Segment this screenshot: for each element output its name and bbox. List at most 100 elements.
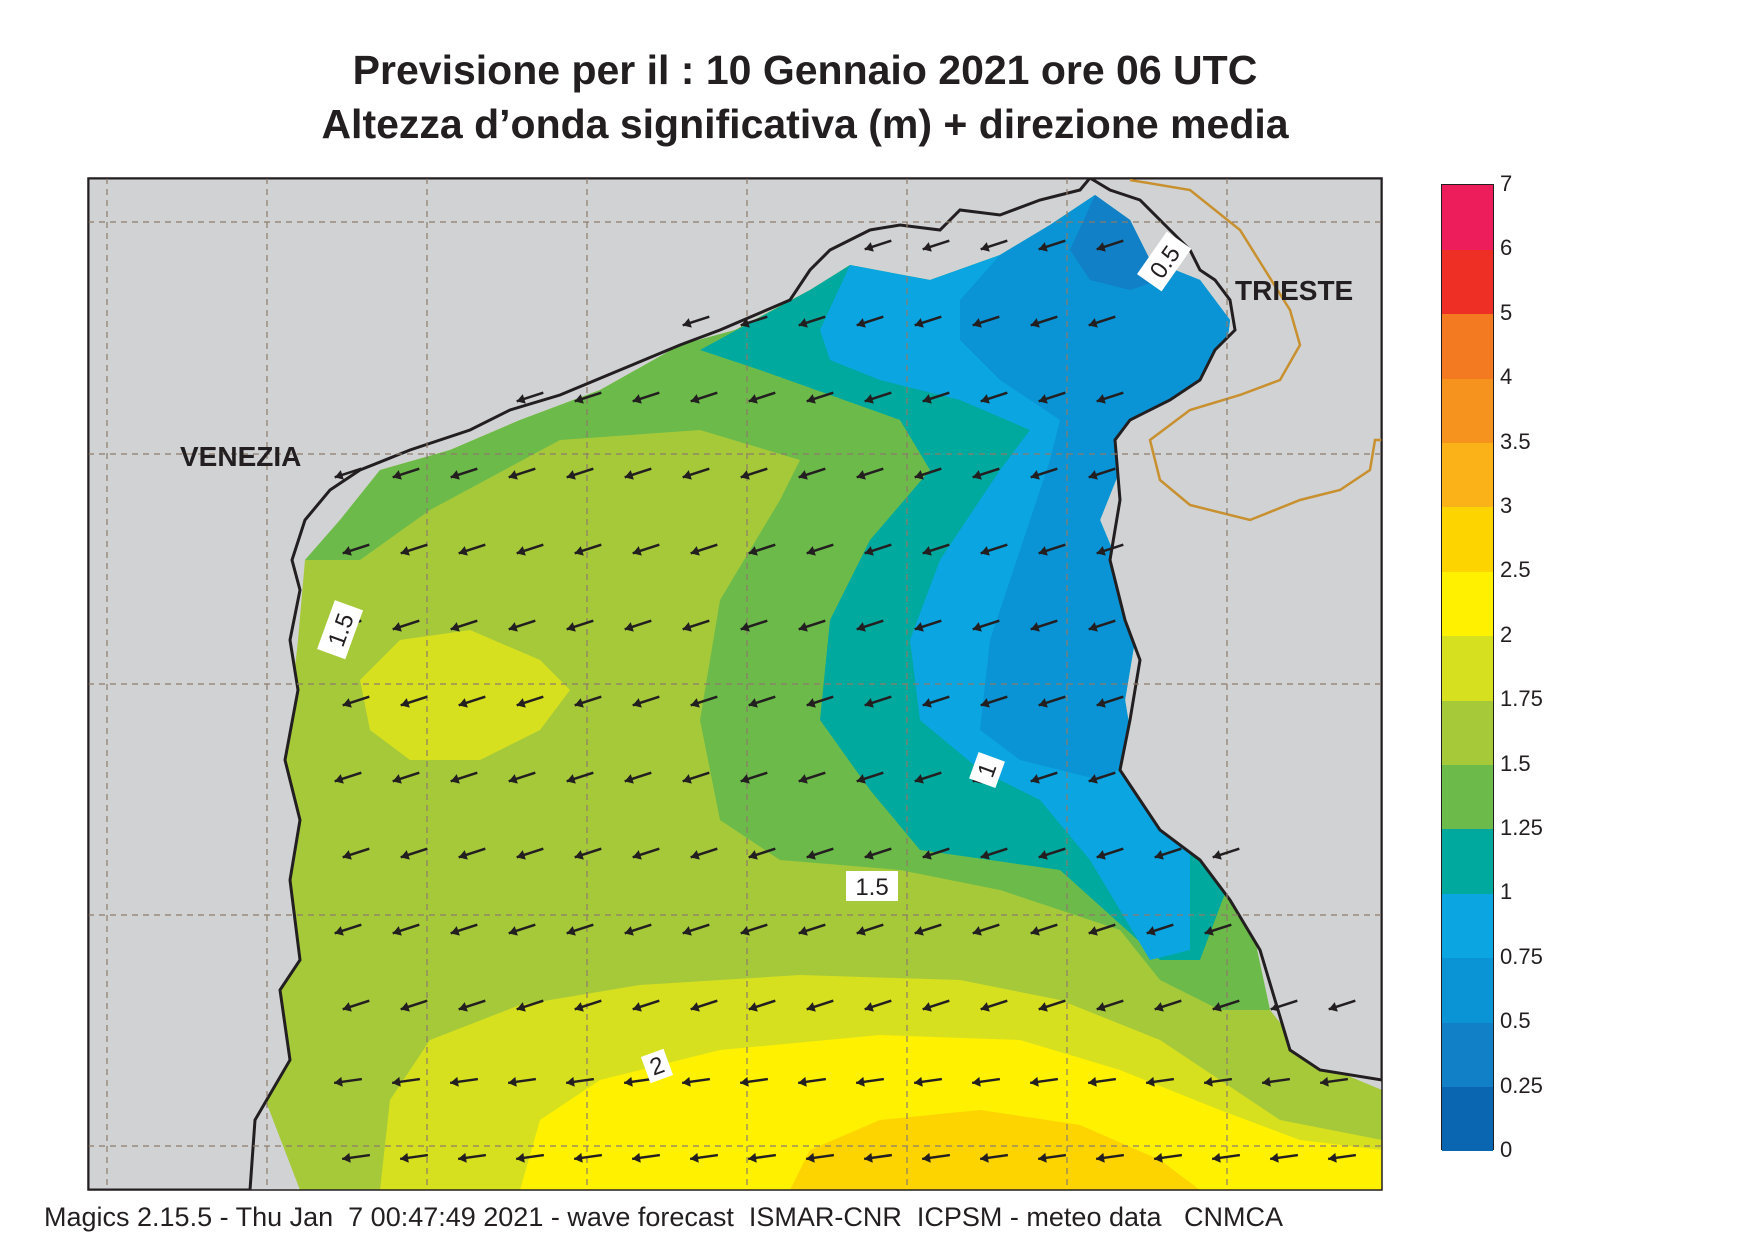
direction-arrow [1204, 923, 1232, 936]
direction-arrow [400, 999, 428, 1012]
title-line-2: Altezza d’onda significativa (m) + direz… [321, 101, 1289, 147]
direction-arrow [980, 391, 1008, 404]
direction-arrow [798, 619, 826, 632]
legend-tick-label: 7 [1500, 171, 1513, 196]
direction-arrow [391, 1076, 421, 1087]
direction-arrow [458, 847, 486, 860]
direction-arrow [913, 1076, 943, 1087]
direction-arrow [566, 467, 594, 480]
direction-arrow [574, 847, 602, 860]
direction-arrow [458, 543, 486, 556]
legend-swatch [1442, 249, 1493, 315]
direction-arrow [980, 543, 1008, 556]
legend-tick-label: 3.5 [1500, 428, 1531, 454]
legend-swatch [1442, 700, 1493, 766]
direction-arrow [508, 771, 536, 784]
direction-arrow [972, 315, 1000, 328]
direction-arrow [333, 1076, 363, 1087]
direction-arrow [806, 847, 834, 860]
direction-arrow [450, 771, 478, 784]
direction-arrow [748, 543, 776, 556]
map-frame [87, 177, 1383, 1191]
direction-arrow [1030, 315, 1058, 328]
direction-arrow [1095, 1152, 1125, 1163]
graticule [88, 178, 1382, 1190]
direction-arrow [1261, 1076, 1291, 1087]
direction-arrow [632, 999, 660, 1012]
direction-arrow [574, 695, 602, 708]
legend-swatch [1442, 1086, 1493, 1152]
legend-swatch [1442, 829, 1493, 894]
country-border [1129, 178, 1382, 522]
direction-arrow [334, 467, 362, 480]
direction-arrow [748, 847, 776, 860]
legend-tick-label: 0.5 [1500, 1008, 1531, 1034]
direction-arrow [797, 1076, 827, 1087]
direction-arrow [1030, 923, 1058, 936]
direction-arrow [972, 619, 1000, 632]
legend-tick-label: 1.75 [1500, 686, 1543, 712]
direction-arrow [516, 847, 544, 860]
direction-arrow [689, 1152, 719, 1163]
legend-swatch [1442, 893, 1493, 959]
direction-arrow [1029, 1076, 1059, 1087]
direction-arrow [922, 999, 950, 1012]
direction-arrow [400, 543, 428, 556]
direction-arrow [864, 239, 892, 252]
color-legend [1441, 184, 1494, 1152]
direction-arrow [914, 923, 942, 936]
direction-arrow [342, 695, 370, 708]
direction-arrow [342, 543, 370, 556]
direction-arrow [566, 771, 594, 784]
direction-arrow [623, 1076, 653, 1087]
direction-arrow [682, 771, 710, 784]
direction-arrow [624, 771, 652, 784]
direction-arrow [1154, 847, 1182, 860]
direction-arrow [1096, 391, 1124, 404]
band-2-00 [520, 1035, 1382, 1190]
direction-arrow [980, 695, 1008, 708]
legend-tick-label: 0 [1500, 1137, 1513, 1162]
direction-arrow [392, 467, 420, 480]
direction-arrow [979, 1152, 1009, 1163]
direction-arrow [516, 999, 544, 1012]
legend-tick-label: 6 [1500, 235, 1513, 261]
direction-arrow [806, 391, 834, 404]
direction-arrow [748, 999, 776, 1012]
direction-arrow [508, 923, 536, 936]
direction-arrow [1212, 999, 1240, 1012]
direction-arrow [1038, 391, 1066, 404]
direction-arrow [747, 1152, 777, 1163]
land-west [88, 178, 1092, 1190]
direction-arrow [1211, 1152, 1241, 1163]
direction-arrow [458, 999, 486, 1012]
direction-arrow [1038, 847, 1066, 860]
direction-arrow [516, 695, 544, 708]
direction-arrow [1088, 467, 1116, 480]
direction-arrow [1038, 543, 1066, 556]
direction-arrow [740, 771, 768, 784]
band-1-75-west [360, 630, 570, 760]
legend-swatch [1442, 442, 1493, 508]
direction-arrow [400, 847, 428, 860]
legend-tick-label: 2.5 [1500, 557, 1531, 583]
direction-arrow [806, 999, 834, 1012]
legend-tick-label: 1.5 [1500, 750, 1531, 776]
direction-arrow [681, 1076, 711, 1087]
legend-swatch [1442, 764, 1493, 830]
direction-arrow [1203, 1076, 1233, 1087]
direction-arrow [566, 923, 594, 936]
direction-arrow [1038, 999, 1066, 1012]
direction-arrow [748, 391, 776, 404]
direction-arrow [450, 619, 478, 632]
direction-arrow [1038, 695, 1066, 708]
direction-arrow [864, 695, 892, 708]
direction-arrow [1088, 315, 1116, 328]
direction-arrow [914, 619, 942, 632]
direction-arrow [1030, 467, 1058, 480]
direction-arrow [740, 619, 768, 632]
direction-arrow [1328, 999, 1356, 1012]
direction-arrow [341, 1152, 371, 1163]
direction-arrow [798, 771, 826, 784]
